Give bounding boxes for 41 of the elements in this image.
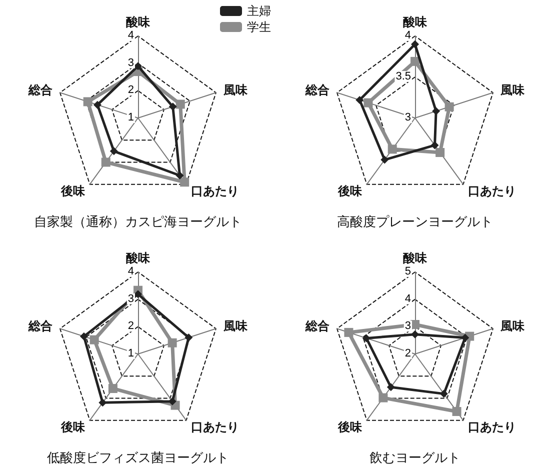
y-tick-label: 1	[128, 112, 134, 124]
spoke-label: 酸味	[126, 251, 151, 265]
text: 自家製（通称）カスピ海ヨーグルト	[34, 214, 242, 230]
y-tick-label: 1	[128, 348, 134, 360]
y-tick-label: 5	[404, 266, 412, 278]
spoke-label: 口あたり	[468, 420, 516, 434]
y-tick-label: 3	[128, 56, 134, 69]
spoke-label: 風味	[222, 319, 249, 334]
spoke-label: 酸味	[403, 251, 428, 265]
spoke-label: 総合	[304, 83, 330, 98]
spoke-label: 後味	[337, 184, 364, 198]
y-tick-label: 3	[404, 320, 412, 332]
text: 低酸度ビフィズス菌ヨーグルト	[47, 450, 229, 466]
spoke-label: 後味	[337, 420, 364, 434]
spoke-label: 酸味	[403, 15, 428, 29]
spoke-label: 後味	[60, 184, 86, 198]
spoke-label: 口あたり	[190, 420, 239, 434]
y-tick-label: 2	[128, 320, 134, 332]
spoke-label: 風味	[500, 319, 526, 334]
y-tick-label: 3	[128, 292, 134, 305]
spoke-label: 総合	[27, 83, 54, 98]
y-tick-label: 4	[404, 292, 412, 305]
y-tick-label: 3.5	[396, 70, 412, 82]
y-tick-label: 2	[404, 348, 412, 360]
y-tick-label: 4	[128, 30, 134, 42]
spoke-label: 総合	[304, 319, 330, 334]
spoke-label: 口あたり	[190, 184, 239, 198]
spoke-label: 風味	[500, 83, 526, 98]
spoke-label: 風味	[222, 83, 249, 98]
spoke-label: 後味	[60, 420, 86, 434]
y-tick-label: 4	[128, 266, 134, 278]
spoke-label: 酸味	[126, 15, 151, 29]
y-tick-label: 3	[404, 112, 412, 124]
spoke-label: 総合	[27, 319, 54, 334]
y-tick-label: 2	[128, 84, 134, 96]
text: 高酸度プレーンヨーグルト	[337, 214, 493, 230]
text: 飲むヨーグルト	[370, 451, 460, 466]
y-tick-label: 4	[404, 30, 412, 42]
legend-label: 主婦	[247, 4, 271, 18]
spoke-label: 口あたり	[468, 184, 516, 198]
legend-label: 学生	[247, 20, 271, 34]
